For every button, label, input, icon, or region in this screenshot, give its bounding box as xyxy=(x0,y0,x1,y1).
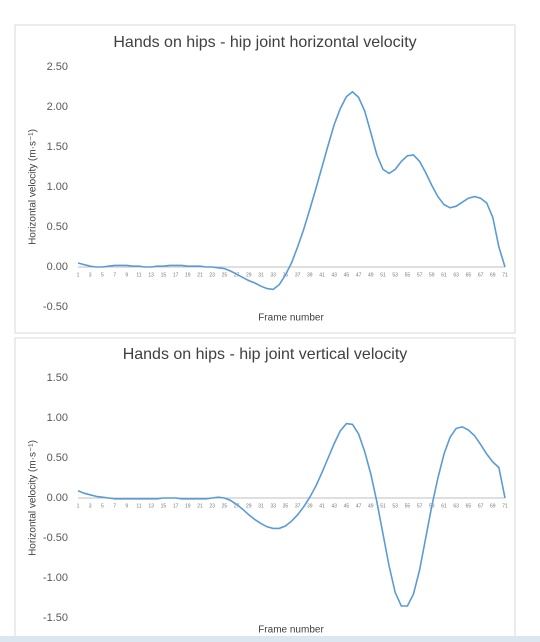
x-tick-label: 41 xyxy=(319,503,325,509)
x-tick-label: 31 xyxy=(258,272,264,278)
x-tick-label: 33 xyxy=(270,503,276,509)
x-tick-label: 13 xyxy=(148,272,154,278)
line-series xyxy=(77,422,506,607)
x-tick-label: 67 xyxy=(478,503,484,509)
x-axis-label: Frame number xyxy=(258,313,324,324)
x-tick-label: 69 xyxy=(490,503,496,509)
x-tick-label: 23 xyxy=(209,272,215,278)
x-tick-label: 63 xyxy=(453,272,459,278)
x-tick-label: 3 xyxy=(89,272,92,278)
x-tick-label: 37 xyxy=(295,503,301,509)
x-tick-label: 71 xyxy=(502,272,508,278)
x-tick-label: 53 xyxy=(392,503,398,509)
y-tick-label: 1.00 xyxy=(47,181,68,193)
x-tick-label: 51 xyxy=(380,503,386,509)
y-tick-label: 1.50 xyxy=(47,141,68,153)
x-tick-label: 39 xyxy=(307,272,313,278)
x-tick-label: 19 xyxy=(185,503,191,509)
x-tick-label: 27 xyxy=(234,503,240,509)
x-tick-label: 65 xyxy=(466,272,472,278)
x-tick-label: 49 xyxy=(368,272,374,278)
x-tick-label: 29 xyxy=(246,272,252,278)
x-tick-label: 35 xyxy=(283,503,289,509)
x-tick-label: 49 xyxy=(368,503,374,509)
x-tick-label: 25 xyxy=(222,503,228,509)
y-tick-label: 2.50 xyxy=(47,61,68,73)
x-tick-label: 9 xyxy=(125,272,128,278)
x-tick-label: 63 xyxy=(453,503,459,509)
x-tick-label: 33 xyxy=(270,272,276,278)
x-tick-label: 57 xyxy=(417,503,423,509)
x-tick-label: 3 xyxy=(89,503,92,509)
x-tick-label: 65 xyxy=(466,503,472,509)
y-tick-label: 0.50 xyxy=(47,221,68,233)
x-tick-label: 27 xyxy=(234,272,240,278)
x-tick-label: 15 xyxy=(161,503,167,509)
x-tick-label: 11 xyxy=(136,503,141,509)
x-tick-label: 13 xyxy=(148,503,154,509)
chart-title: Hands on hips - hip joint horizontal vel… xyxy=(113,34,416,51)
x-tick-label: 7 xyxy=(113,503,116,509)
x-tick-label: 53 xyxy=(392,272,398,278)
x-tick-label: 5 xyxy=(101,272,104,278)
x-tick-label: 61 xyxy=(441,272,447,278)
x-tick-label: 45 xyxy=(344,272,350,278)
x-tick-label: 19 xyxy=(185,272,191,278)
x-tick-label: 17 xyxy=(173,503,179,509)
x-tick-label: 15 xyxy=(161,272,167,278)
y-tick-label: -1.50 xyxy=(43,612,68,624)
x-tick-label: 43 xyxy=(331,503,337,509)
x-tick-label: 23 xyxy=(209,503,215,509)
x-tick-label: 39 xyxy=(307,503,313,509)
x-tick-label: 69 xyxy=(490,272,496,278)
chart-title: Hands on hips - hip joint vertical veloc… xyxy=(123,346,408,363)
bottom-strip xyxy=(0,636,540,642)
x-tick-label: 17 xyxy=(173,272,179,278)
x-axis-label: Frame number xyxy=(258,625,324,636)
x-tick-label: 37 xyxy=(295,272,301,278)
x-tick-label: 7 xyxy=(113,272,116,278)
x-tick-label: 55 xyxy=(405,272,411,278)
x-tick-label: 67 xyxy=(478,272,484,278)
chart-frame xyxy=(14,337,516,639)
line-series xyxy=(77,90,506,291)
y-tick-label: -1.00 xyxy=(43,572,68,584)
x-tick-label: 1 xyxy=(77,503,80,509)
x-tick-label: 47 xyxy=(356,503,362,509)
y-tick-label: -0.50 xyxy=(43,301,68,313)
y-axis-label: Horizontal velocity (m·s⁻¹) xyxy=(28,129,39,245)
x-tick-label: 31 xyxy=(258,503,264,509)
x-tick-label: 9 xyxy=(125,503,128,509)
x-tick-label: 43 xyxy=(331,272,337,278)
x-tick-label: 25 xyxy=(222,272,228,278)
x-tick-label: 5 xyxy=(101,503,104,509)
x-tick-label: 47 xyxy=(356,272,362,278)
x-tick-label: 61 xyxy=(441,503,447,509)
y-tick-label: 0.00 xyxy=(47,261,68,273)
y-tick-label: 1.50 xyxy=(47,372,68,384)
x-tick-label: 45 xyxy=(344,503,350,509)
x-tick-label: 41 xyxy=(319,272,325,278)
x-tick-label: 21 xyxy=(197,503,203,509)
x-tick-label: 71 xyxy=(502,503,508,509)
y-tick-label: 0.50 xyxy=(47,452,68,464)
y-tick-label: 1.00 xyxy=(47,412,68,424)
y-tick-label: 2.00 xyxy=(47,101,68,113)
x-tick-label: 29 xyxy=(246,503,252,509)
x-tick-label: 57 xyxy=(417,272,423,278)
x-tick-label: 59 xyxy=(429,272,435,278)
y-tick-label: 0.00 xyxy=(47,492,68,504)
y-tick-label: -0.50 xyxy=(43,532,68,544)
x-tick-label: 21 xyxy=(197,272,203,278)
y-axis-label: Horizontal velocity (m·s⁻¹) xyxy=(28,440,39,556)
x-tick-label: 51 xyxy=(380,272,386,278)
x-tick-label: 55 xyxy=(405,503,411,509)
chart-frame xyxy=(14,24,516,334)
x-tick-label: 1 xyxy=(77,272,80,278)
x-tick-label: 11 xyxy=(136,272,141,278)
